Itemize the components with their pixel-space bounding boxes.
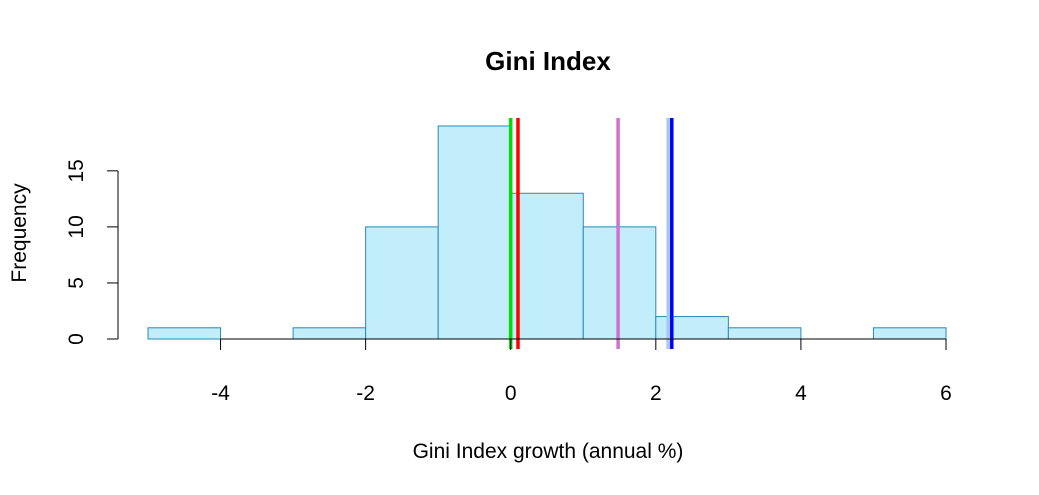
y-tick-label-0: 0 — [65, 333, 88, 345]
x-tick-label-4: 4 — [795, 382, 807, 405]
x-tick-label-1: -2 — [356, 382, 375, 405]
histogram-bar-4 — [437, 125, 512, 340]
histogram-bar-5 — [510, 192, 584, 340]
histogram-bar-10 — [872, 327, 947, 340]
y-axis-label: Frequency — [8, 183, 31, 283]
x-tick-label-0: -4 — [211, 382, 230, 405]
y-tick-label-1: 5 — [65, 277, 88, 289]
x-axis-label: Gini Index growth (annual %) — [413, 440, 684, 463]
bars-group — [147, 125, 947, 340]
y-axis-ticks: 0 5 10 15 — [65, 159, 118, 345]
histogram-bar-0 — [147, 327, 222, 340]
histogram-bar-8 — [727, 327, 802, 340]
y-tick-label-3: 15 — [65, 159, 88, 182]
reference-lines-group — [508, 118, 674, 349]
chart-title: Gini Index — [485, 46, 611, 76]
y-tick-label-2: 10 — [65, 215, 88, 238]
x-tick-label-3: 2 — [650, 382, 662, 405]
x-tick-label-5: 6 — [940, 382, 952, 405]
x-tick-label-2: 0 — [505, 382, 517, 405]
x-axis-ticks: -4 -2 0 2 4 6 — [211, 339, 952, 405]
histogram-bar-3 — [365, 226, 439, 340]
histogram-bar-2 — [292, 327, 367, 340]
